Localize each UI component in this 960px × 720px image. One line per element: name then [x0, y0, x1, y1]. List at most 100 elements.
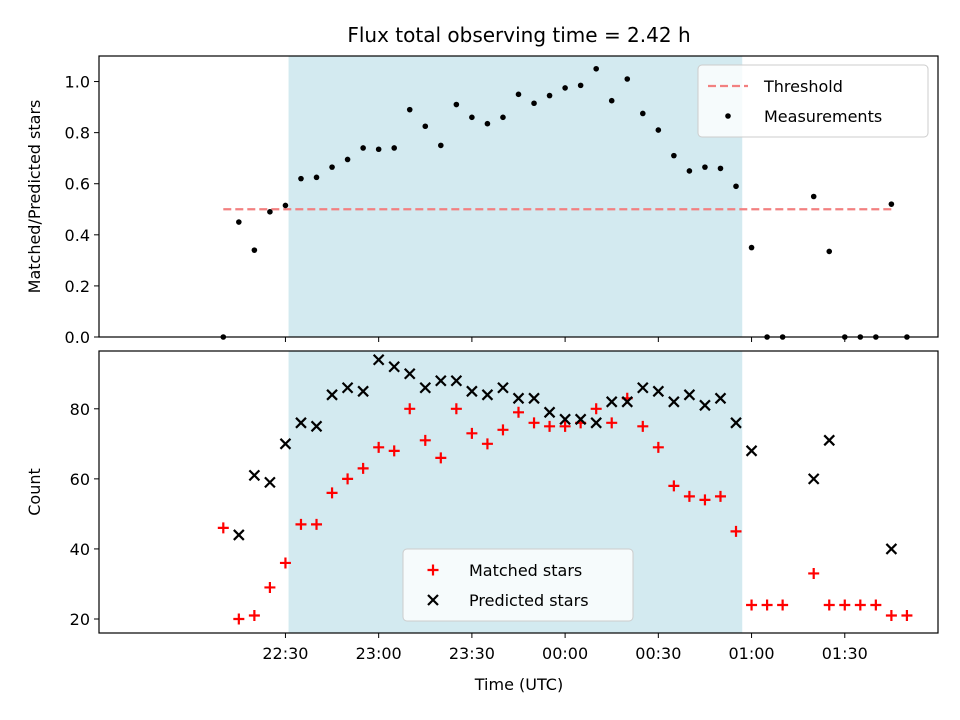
data-point	[515, 91, 522, 98]
data-point	[870, 599, 882, 611]
data-point	[357, 462, 369, 474]
data-point	[826, 248, 833, 255]
y-tick-label: 0.0	[65, 328, 90, 347]
data-point	[839, 599, 851, 611]
data-point	[326, 487, 338, 499]
data-point	[854, 599, 866, 611]
series-predicted-stars	[233, 353, 898, 555]
y-tick-label: 0.8	[65, 124, 90, 143]
data-point	[466, 427, 478, 439]
data-point	[574, 413, 587, 426]
data-point	[497, 382, 509, 394]
data-point	[388, 360, 400, 373]
x-tick-label: 00:00	[542, 644, 588, 663]
data-point	[885, 543, 898, 555]
data-point	[450, 403, 462, 415]
data-point	[608, 97, 615, 104]
x-tick-label: 01:00	[729, 644, 775, 663]
y-axis-title: Count	[25, 468, 44, 516]
data-point	[621, 396, 634, 408]
data-point	[546, 92, 553, 99]
data-point	[264, 581, 276, 593]
legend: Threshold Measurements	[697, 64, 929, 138]
data-point	[637, 382, 649, 394]
data-point	[655, 127, 662, 133]
data-point	[544, 420, 556, 432]
data-point	[559, 413, 571, 426]
ratio-panel: 0.0 0.2 0.4 0.6 0.8 1.0 Matched/Predicted star…	[25, 55, 939, 347]
data-point	[481, 389, 494, 401]
series-measurements	[220, 65, 910, 340]
data-point	[577, 82, 584, 89]
data-point	[730, 525, 742, 537]
data-point	[248, 609, 260, 621]
data-point	[453, 101, 460, 108]
data-point	[605, 396, 618, 408]
data-point	[342, 473, 354, 485]
data-point	[668, 396, 680, 408]
x-axis-title: Time (UTC)	[474, 675, 563, 694]
y-tick-label: 0.6	[65, 175, 90, 194]
data-point	[403, 367, 416, 380]
data-point	[419, 434, 431, 446]
data-point	[624, 76, 631, 82]
y-axis-title: Matched/Predicted stars	[25, 100, 44, 294]
data-point	[236, 219, 242, 225]
x-tick-label: 01:30	[822, 644, 868, 663]
data-point	[406, 106, 413, 113]
plot-frame	[98, 350, 939, 634]
data-point	[500, 114, 506, 121]
data-point	[313, 174, 320, 181]
y-tick-label: 60	[70, 470, 90, 489]
data-point	[375, 146, 382, 153]
data-point	[777, 599, 789, 611]
legend-box	[697, 64, 929, 138]
data-point	[484, 120, 491, 127]
data-point	[435, 452, 447, 464]
data-point	[730, 417, 742, 429]
data-point	[298, 175, 304, 182]
legend-box	[402, 548, 634, 622]
data-point	[391, 145, 398, 151]
data-point	[422, 123, 429, 130]
data-point	[637, 420, 649, 432]
legend-label: Measurements	[764, 107, 882, 126]
data-point	[512, 392, 525, 405]
x-tick-label: 00:30	[635, 644, 681, 663]
data-point	[528, 392, 540, 405]
data-point	[481, 438, 493, 450]
y-tick-label: 1.0	[65, 73, 90, 92]
data-point	[888, 201, 895, 207]
data-point	[310, 420, 323, 433]
data-point	[671, 152, 677, 159]
data-point	[438, 142, 444, 149]
data-point	[543, 406, 556, 419]
data-point	[559, 420, 571, 432]
data-point	[404, 403, 416, 415]
data-point	[267, 209, 273, 215]
data-point	[217, 522, 229, 534]
counts-panel: 20 40 60 80 22:30 23:00 23:30 00:00 00:30 01:00 01…	[25, 350, 939, 663]
data-point	[808, 567, 820, 579]
y-tick-label: 0.4	[65, 226, 90, 245]
data-point	[702, 164, 708, 170]
data-point	[435, 374, 447, 387]
data-point	[466, 385, 478, 398]
data-point	[326, 389, 338, 401]
data-point	[590, 417, 602, 429]
y-tick-label: 0.2	[65, 277, 90, 296]
y-tick-label: 80	[70, 400, 90, 419]
data-point	[233, 613, 245, 625]
data-point	[360, 145, 366, 151]
data-point	[668, 480, 680, 492]
data-point	[810, 193, 817, 200]
data-point	[329, 164, 335, 170]
data-point	[450, 374, 463, 387]
legend-marker	[427, 564, 439, 576]
data-point	[373, 441, 385, 453]
data-point	[251, 247, 258, 253]
data-point	[686, 168, 693, 174]
data-point	[717, 165, 724, 172]
data-point	[248, 469, 261, 482]
legend-marker	[427, 594, 439, 606]
